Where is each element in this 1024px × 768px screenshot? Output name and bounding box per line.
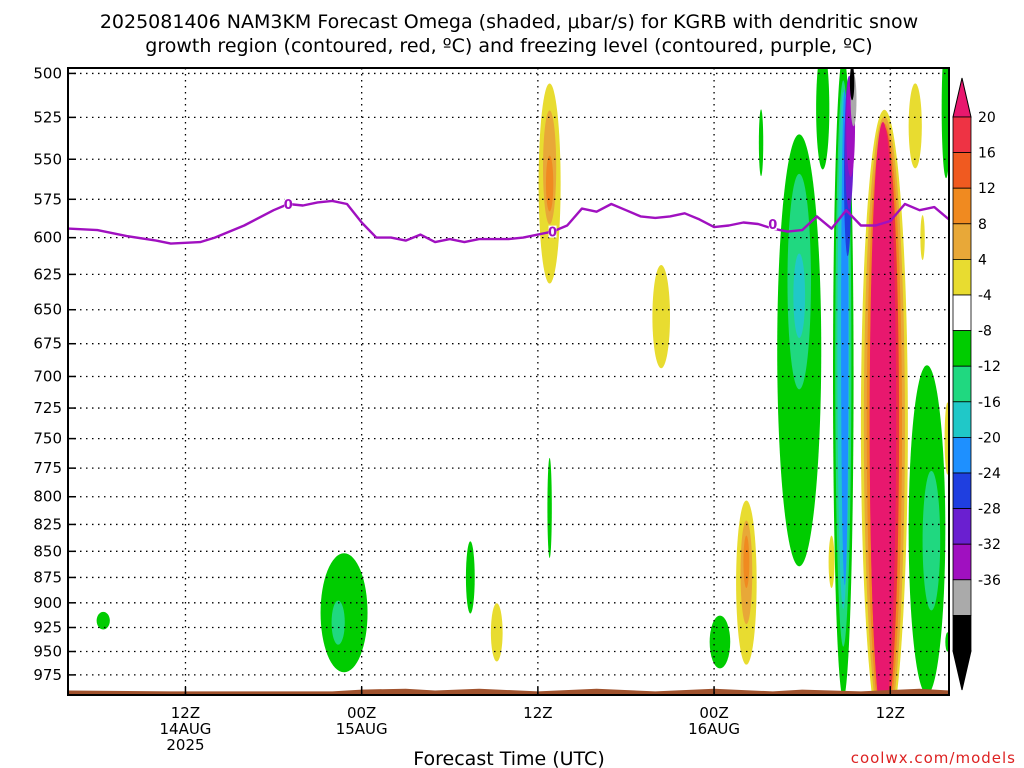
omega-feature-teal — [922, 470, 941, 611]
colorbar-swatch — [952, 365, 972, 403]
colorbar-swatch — [952, 436, 972, 474]
omega-feature-yellow — [920, 215, 925, 261]
omega-feature-yellow — [828, 535, 835, 589]
omega-feature-pink — [869, 122, 897, 695]
x-tick-label: 2025 — [166, 736, 204, 754]
y-tick-label: 775 — [33, 459, 62, 477]
y-tick-label: 575 — [33, 190, 62, 208]
freezing-label-bg — [768, 218, 777, 231]
y-tick-label: 850 — [33, 542, 62, 560]
omega-feature-yellow — [908, 83, 922, 169]
colorbar-label: 8 — [978, 217, 987, 233]
colorbar-swatch — [952, 543, 972, 581]
omega-feature-green — [709, 615, 731, 669]
colorbar-swatch — [952, 152, 972, 189]
y-tick-label: 825 — [33, 515, 62, 533]
colorbar-label: -8 — [978, 324, 992, 340]
colorbar-label: 4 — [978, 252, 987, 268]
y-tick-label: 500 — [33, 64, 62, 82]
colorbar-swatch — [952, 187, 972, 225]
colorbar-label: 16 — [978, 146, 996, 162]
colorbar-label: 12 — [978, 181, 996, 197]
x-tick-label: 12Z — [523, 704, 552, 722]
grid-lines — [68, 68, 949, 695]
colorbar-swatch — [952, 401, 972, 438]
colorbar-swatch — [952, 223, 972, 260]
y-tick-label: 625 — [33, 265, 62, 283]
colorbar-label: -4 — [978, 288, 992, 304]
colorbar-label: -28 — [978, 502, 1001, 518]
colorbar-swatch — [952, 330, 972, 367]
y-tick-label: 950 — [33, 643, 62, 661]
y-tick-label: 600 — [33, 229, 62, 247]
omega-feature-yellow — [652, 265, 671, 369]
chart-title-line-2: growth region (contoured, red, ºC) and f… — [145, 35, 872, 57]
x-tick-label: 00Z — [347, 704, 376, 722]
y-tick-label: 800 — [33, 488, 62, 506]
colorbar-label: -12 — [978, 359, 1001, 375]
credit-text: coolwx.com/models — [851, 749, 1016, 767]
colorbar-swatch — [952, 294, 972, 331]
omega-feature-yellow — [490, 603, 503, 662]
colorbar-top-arrow — [952, 77, 972, 118]
colorbar-label: -36 — [978, 573, 1001, 589]
x-tick-label: 15AUG — [336, 720, 388, 738]
omega-feature-yellow — [944, 402, 949, 475]
y-tick-label: 525 — [33, 108, 62, 126]
y-tick-label: 650 — [33, 301, 62, 319]
freezing-level-label: 0 — [284, 198, 293, 213]
colorbar-label: -32 — [978, 537, 1001, 553]
omega-feature-green — [547, 457, 552, 559]
y-tick-label: 700 — [33, 367, 62, 385]
y-tick-label: 875 — [33, 568, 62, 586]
colorbar-swatch — [952, 472, 972, 509]
omega-feature-green — [941, 68, 949, 179]
freezing-level-label: 0 — [548, 226, 557, 241]
y-tick-label: 750 — [33, 430, 62, 448]
y-axis: 500 525 550 575 600 625 650 675 700 725 750 775 800 8… — [33, 64, 76, 684]
colorbar: 20 16 12 8 4 -4 -8 -12 -16 -20 -24 -28 -32 -36 — [952, 77, 1001, 691]
y-tick-label: 900 — [33, 594, 62, 612]
omega-feature-orange — [743, 535, 750, 589]
colorbar-swatch — [952, 258, 972, 296]
y-tick-label: 925 — [33, 618, 62, 636]
freezing-label-bg — [548, 225, 557, 238]
colorbar-swatch — [952, 116, 972, 153]
terrain-fill — [68, 688, 949, 695]
x-tick-label: 16AUG — [688, 720, 740, 738]
terrain-surface — [68, 688, 949, 695]
omega-feature-teal — [331, 600, 345, 645]
colorbar-label: -16 — [978, 395, 1001, 411]
omega-feature-green — [816, 68, 830, 170]
colorbar-label: 20 — [978, 110, 996, 126]
freezing-label-bg — [284, 197, 293, 210]
colorbar-swatch — [952, 579, 972, 616]
omega-feature-orange — [545, 155, 554, 212]
omega-feature-green — [758, 109, 764, 177]
plot-frame — [67, 67, 950, 696]
omega-feature-black — [849, 68, 855, 101]
colorbar-label: -20 — [978, 430, 1001, 446]
chart-title-line-1: 2025081406 NAM3KM Forecast Omega (shaded… — [100, 11, 918, 33]
freezing-level-label: 0 — [768, 218, 777, 233]
freezing-level-contour: 0 0 0 — [68, 197, 949, 245]
y-tick-label: 975 — [33, 666, 62, 684]
y-tick-label: 550 — [33, 150, 62, 168]
colorbar-label: -24 — [978, 466, 1001, 482]
x-tick-label: 14AUG — [159, 720, 211, 738]
x-axis-label: Forecast Time (UTC) — [413, 748, 604, 768]
y-tick-label: 675 — [33, 335, 62, 353]
x-tick-label: 12Z — [171, 704, 200, 722]
colorbar-swatch — [952, 508, 972, 545]
x-tick-label: 00Z — [699, 704, 728, 722]
omega-feature-cyan — [793, 253, 806, 339]
omega-shading — [96, 68, 949, 695]
colorbar-swatch — [952, 615, 972, 652]
omega-feature-green — [96, 611, 110, 630]
y-tick-label: 725 — [33, 399, 62, 417]
x-tick-label: 12Z — [876, 704, 905, 722]
colorbar-bottom-arrow — [952, 650, 972, 691]
